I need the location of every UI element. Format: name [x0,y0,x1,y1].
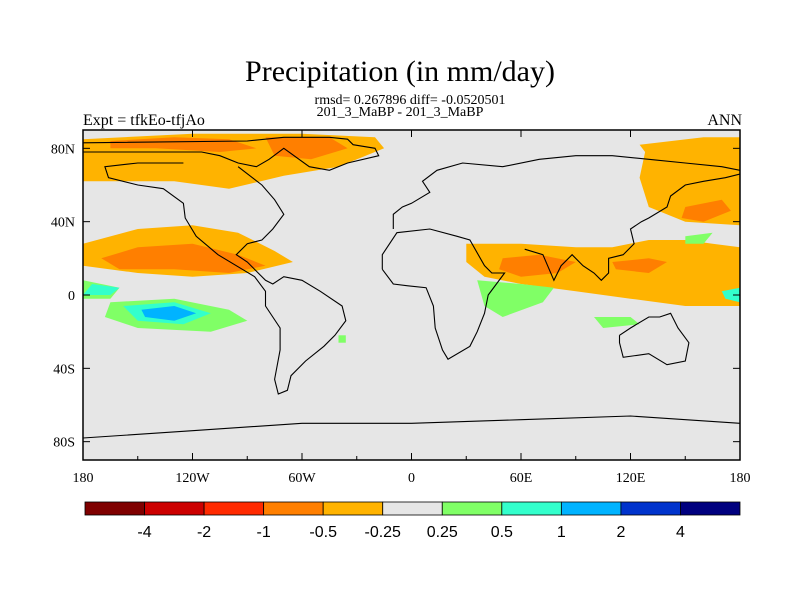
x-tick-label: 60E [510,471,533,486]
y-tick-label: 80S [53,436,75,451]
contour-region [681,199,731,222]
coastline-eurasia-africa [392,155,740,229]
contour-region [83,284,120,295]
x-tick-label: 0 [408,471,415,486]
contour-region [477,280,554,317]
colorbar-bin [680,501,741,516]
colorbar-label: -0.25 [364,524,401,541]
colorbar-label: -0.5 [309,524,337,541]
coastline-antarctica [83,415,740,439]
colorbar-bin [560,501,622,516]
colorbar: -4 -2 -1 -0.5 -0.25 0.25 0.5 1 2 4 [84,501,741,541]
colorbar-label: 4 [676,524,685,541]
contour-region [101,243,266,273]
colorbar-label: 0.5 [491,524,513,541]
y-tick-label: 40N [51,216,75,231]
coastline-americas-outline [104,162,347,395]
contour-region [338,335,346,343]
coastline-australia [618,312,690,366]
coastline-north-america-greenland [83,136,380,171]
x-tick-label: 180 [730,471,751,486]
stats-line: rmsd= 0.267896 diff= -0.0520501 [314,93,506,108]
y-tick-label: 40S [53,362,75,377]
colorbar-bin [441,501,503,516]
axis-ticks: 180 120W 60W 0 60E 120E 180 80N 40N 0 40S 80S [51,130,751,486]
y-tick-label: 0 [68,289,75,304]
contour-region [685,232,713,244]
colorbar-label: 0.25 [427,524,458,541]
colorbar-label: -1 [257,524,271,541]
x-tick-label: 120W [175,471,210,486]
contour-region [721,287,740,303]
colorbar-bin [144,501,205,516]
colorbar-label: -4 [137,524,151,541]
colorbar-bin [501,501,562,516]
colorbar-bin [263,501,324,516]
colorbar-bin [322,501,384,516]
y-tick-label: 80N [51,142,75,157]
contour-region [594,317,640,328]
colorbar-label: 1 [557,524,566,541]
contour-region [499,254,576,277]
x-tick-label: 60W [288,471,316,486]
colorbar-label: -2 [197,524,211,541]
x-tick-label: 120E [616,471,646,486]
experiment-label: Expt = tfkEo-tfjAo [83,112,205,129]
contour-region [612,258,667,273]
coastline-africa [381,228,506,360]
colorbar-bin [620,501,681,516]
coastline-layer [83,136,740,439]
contour-region [141,306,197,321]
case-label: 201_3_MaBP - 201_3_MaBP [316,105,484,120]
contour-region [265,137,348,160]
map-title: Precipitation (in mm/day) [245,55,555,88]
colorbar-bin [382,501,443,516]
colorbar-bin [84,501,145,516]
x-tick-label: 180 [73,471,94,486]
colorbar-label: 2 [616,524,625,541]
colorbar-bin [203,501,265,516]
coastline-india-seasia [524,173,740,282]
season-label: ANN [707,112,742,129]
